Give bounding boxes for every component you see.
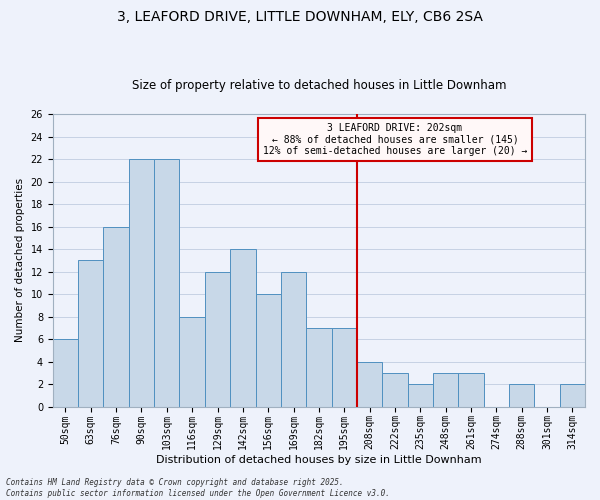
Bar (306, 328, 332, 406)
Bar (78, 260, 103, 406)
Bar (509, 384, 535, 406)
Bar (53, 339, 78, 406)
Bar (357, 362, 382, 406)
Bar (382, 373, 407, 406)
Bar (560, 384, 585, 406)
Title: Size of property relative to detached houses in Little Downham: Size of property relative to detached ho… (131, 79, 506, 92)
Text: 3, LEAFORD DRIVE, LITTLE DOWNHAM, ELY, CB6 2SA: 3, LEAFORD DRIVE, LITTLE DOWNHAM, ELY, C… (117, 10, 483, 24)
Bar (256, 294, 281, 406)
Bar (458, 373, 484, 406)
X-axis label: Distribution of detached houses by size in Little Downham: Distribution of detached houses by size … (156, 455, 482, 465)
Bar (281, 272, 306, 406)
Bar (103, 226, 129, 406)
Y-axis label: Number of detached properties: Number of detached properties (15, 178, 25, 342)
Bar (154, 159, 179, 406)
Bar (230, 249, 256, 406)
Bar (407, 384, 433, 406)
Bar (332, 328, 357, 406)
Bar (205, 272, 230, 406)
Bar (179, 316, 205, 406)
Text: Contains HM Land Registry data © Crown copyright and database right 2025.
Contai: Contains HM Land Registry data © Crown c… (6, 478, 390, 498)
Bar (433, 373, 458, 406)
Bar (129, 159, 154, 406)
Text: 3 LEAFORD DRIVE: 202sqm
← 88% of detached houses are smaller (145)
12% of semi-d: 3 LEAFORD DRIVE: 202sqm ← 88% of detache… (263, 123, 527, 156)
